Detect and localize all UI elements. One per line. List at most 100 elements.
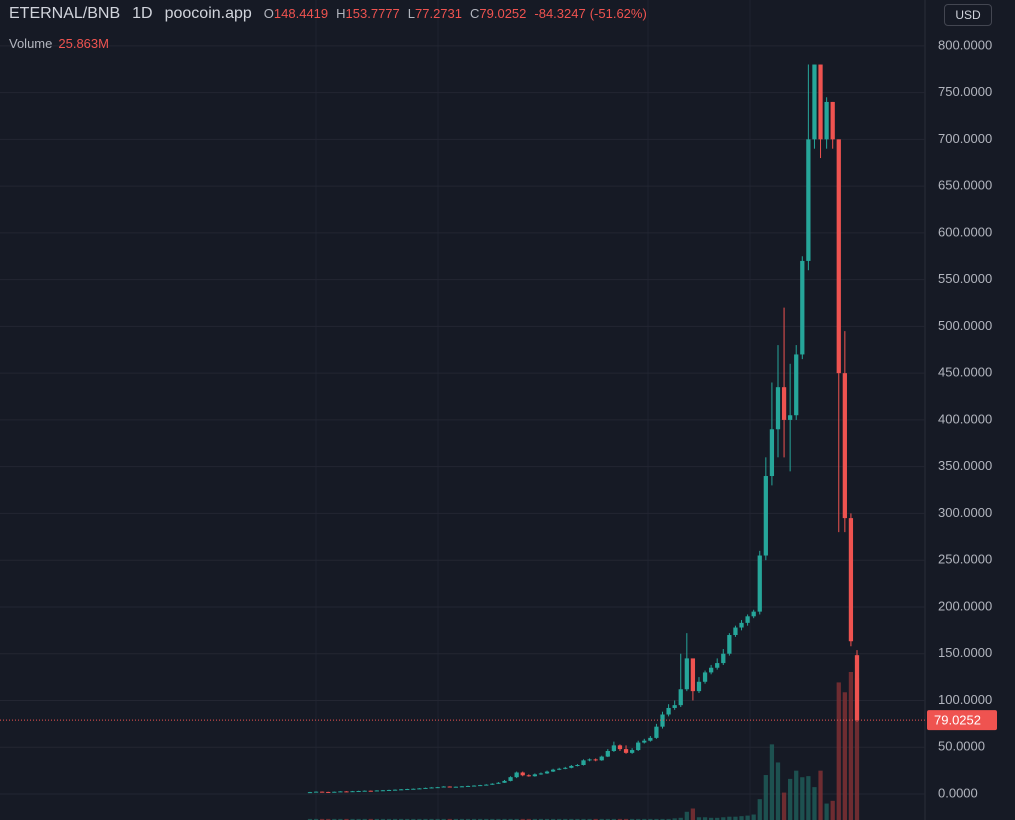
candle-body xyxy=(842,373,847,519)
candle-body xyxy=(392,789,398,791)
candle-body xyxy=(818,64,823,140)
y-tick-label: 600.0000 xyxy=(938,224,992,239)
volume-bar xyxy=(775,762,781,820)
candle-body xyxy=(605,750,610,757)
candle-body xyxy=(587,759,592,761)
volume-bar xyxy=(563,818,568,820)
volume-bar xyxy=(447,818,452,820)
volume-bar xyxy=(453,818,458,820)
candle-body xyxy=(654,726,659,738)
volume-bar xyxy=(678,817,683,820)
candle-body xyxy=(739,622,744,628)
volume-bar xyxy=(307,818,313,820)
candle-body xyxy=(326,791,331,793)
y-tick-label: 650.0000 xyxy=(938,178,992,193)
candle-body xyxy=(824,101,829,140)
candle-body xyxy=(550,769,556,772)
volume-bar xyxy=(818,770,823,820)
volume-bar xyxy=(812,787,817,820)
candle-body xyxy=(751,611,756,617)
volume-bar xyxy=(411,818,416,820)
volume-bar xyxy=(672,818,677,820)
last-price-label: 79.0252 xyxy=(934,713,981,728)
volume-bar xyxy=(380,818,386,820)
candle-body xyxy=(575,765,580,767)
candle-body xyxy=(794,354,799,416)
candle-body xyxy=(459,786,465,788)
volume-bar xyxy=(332,818,337,820)
volume-bar xyxy=(848,672,854,820)
candle-body xyxy=(496,782,501,784)
volume-bar xyxy=(313,818,319,820)
volume-bar xyxy=(587,818,592,820)
volume-bar xyxy=(326,818,331,820)
volume-bar xyxy=(490,818,495,820)
volume-bar xyxy=(599,818,604,820)
y-tick-label: 150.0000 xyxy=(938,645,992,660)
candle-body xyxy=(788,415,793,420)
volume-bar xyxy=(557,818,562,820)
change-percent: (-51.62%) xyxy=(589,6,647,21)
candle-body xyxy=(569,765,574,768)
volume-bar xyxy=(715,817,720,820)
volume-bar xyxy=(496,818,501,820)
candle-body xyxy=(781,387,787,420)
candle-body xyxy=(848,518,854,642)
volume-bar xyxy=(617,818,623,820)
volume-bar xyxy=(538,818,544,820)
candle-body xyxy=(362,790,367,792)
volume-bar xyxy=(575,818,580,820)
volume-bar xyxy=(362,818,367,820)
candle-body xyxy=(447,786,452,788)
candle-body xyxy=(356,791,361,793)
candle-body xyxy=(660,714,665,727)
y-tick-label: 100.0000 xyxy=(938,692,992,707)
volume-bar xyxy=(520,818,525,820)
candle-body xyxy=(769,429,775,477)
candle-body xyxy=(441,786,446,788)
volume-bar xyxy=(660,818,665,820)
volume-bar xyxy=(514,818,519,820)
ohlc-value: 79.0252 xyxy=(479,6,527,21)
candle-body xyxy=(411,788,416,790)
candle-body xyxy=(399,789,404,791)
candle-body xyxy=(386,789,392,791)
ohlc-key: L xyxy=(407,6,415,21)
volume-bar xyxy=(338,818,343,820)
candle-body xyxy=(344,791,349,793)
source: poocoin.app xyxy=(164,5,252,22)
y-tick-label: 300.0000 xyxy=(938,505,992,520)
volume-bar xyxy=(709,817,714,820)
volume-bar xyxy=(757,799,762,820)
volume-bar xyxy=(526,818,531,820)
volume-bar xyxy=(702,817,708,820)
volume-bar xyxy=(623,818,629,820)
volume-bar xyxy=(690,808,696,820)
currency-button[interactable]: USD xyxy=(944,4,992,26)
volume-bar xyxy=(465,818,471,820)
candle-body xyxy=(763,476,768,556)
volume-legend: Volume 25.863M xyxy=(9,36,109,51)
candle-body xyxy=(648,737,653,741)
candle-body xyxy=(490,783,495,785)
volume-bar xyxy=(569,818,574,820)
candle-body xyxy=(854,655,860,721)
candle-body xyxy=(557,768,562,770)
candle-body xyxy=(830,101,835,140)
volume-bar xyxy=(733,816,738,820)
y-tick-label: 250.0000 xyxy=(938,552,992,567)
ohlc-key: H xyxy=(336,6,346,21)
volume-bar xyxy=(459,818,465,820)
volume-bar xyxy=(350,818,355,820)
candle-body xyxy=(690,658,696,692)
volume-bar xyxy=(751,814,756,820)
ohlc-key: C xyxy=(470,6,480,21)
candle-body xyxy=(806,139,811,261)
volume-bar xyxy=(368,818,373,820)
ohlc-value: 153.7777 xyxy=(345,6,400,21)
y-tick-label: 400.0000 xyxy=(938,411,992,426)
candle-body xyxy=(538,773,544,775)
candle-body xyxy=(727,635,732,654)
